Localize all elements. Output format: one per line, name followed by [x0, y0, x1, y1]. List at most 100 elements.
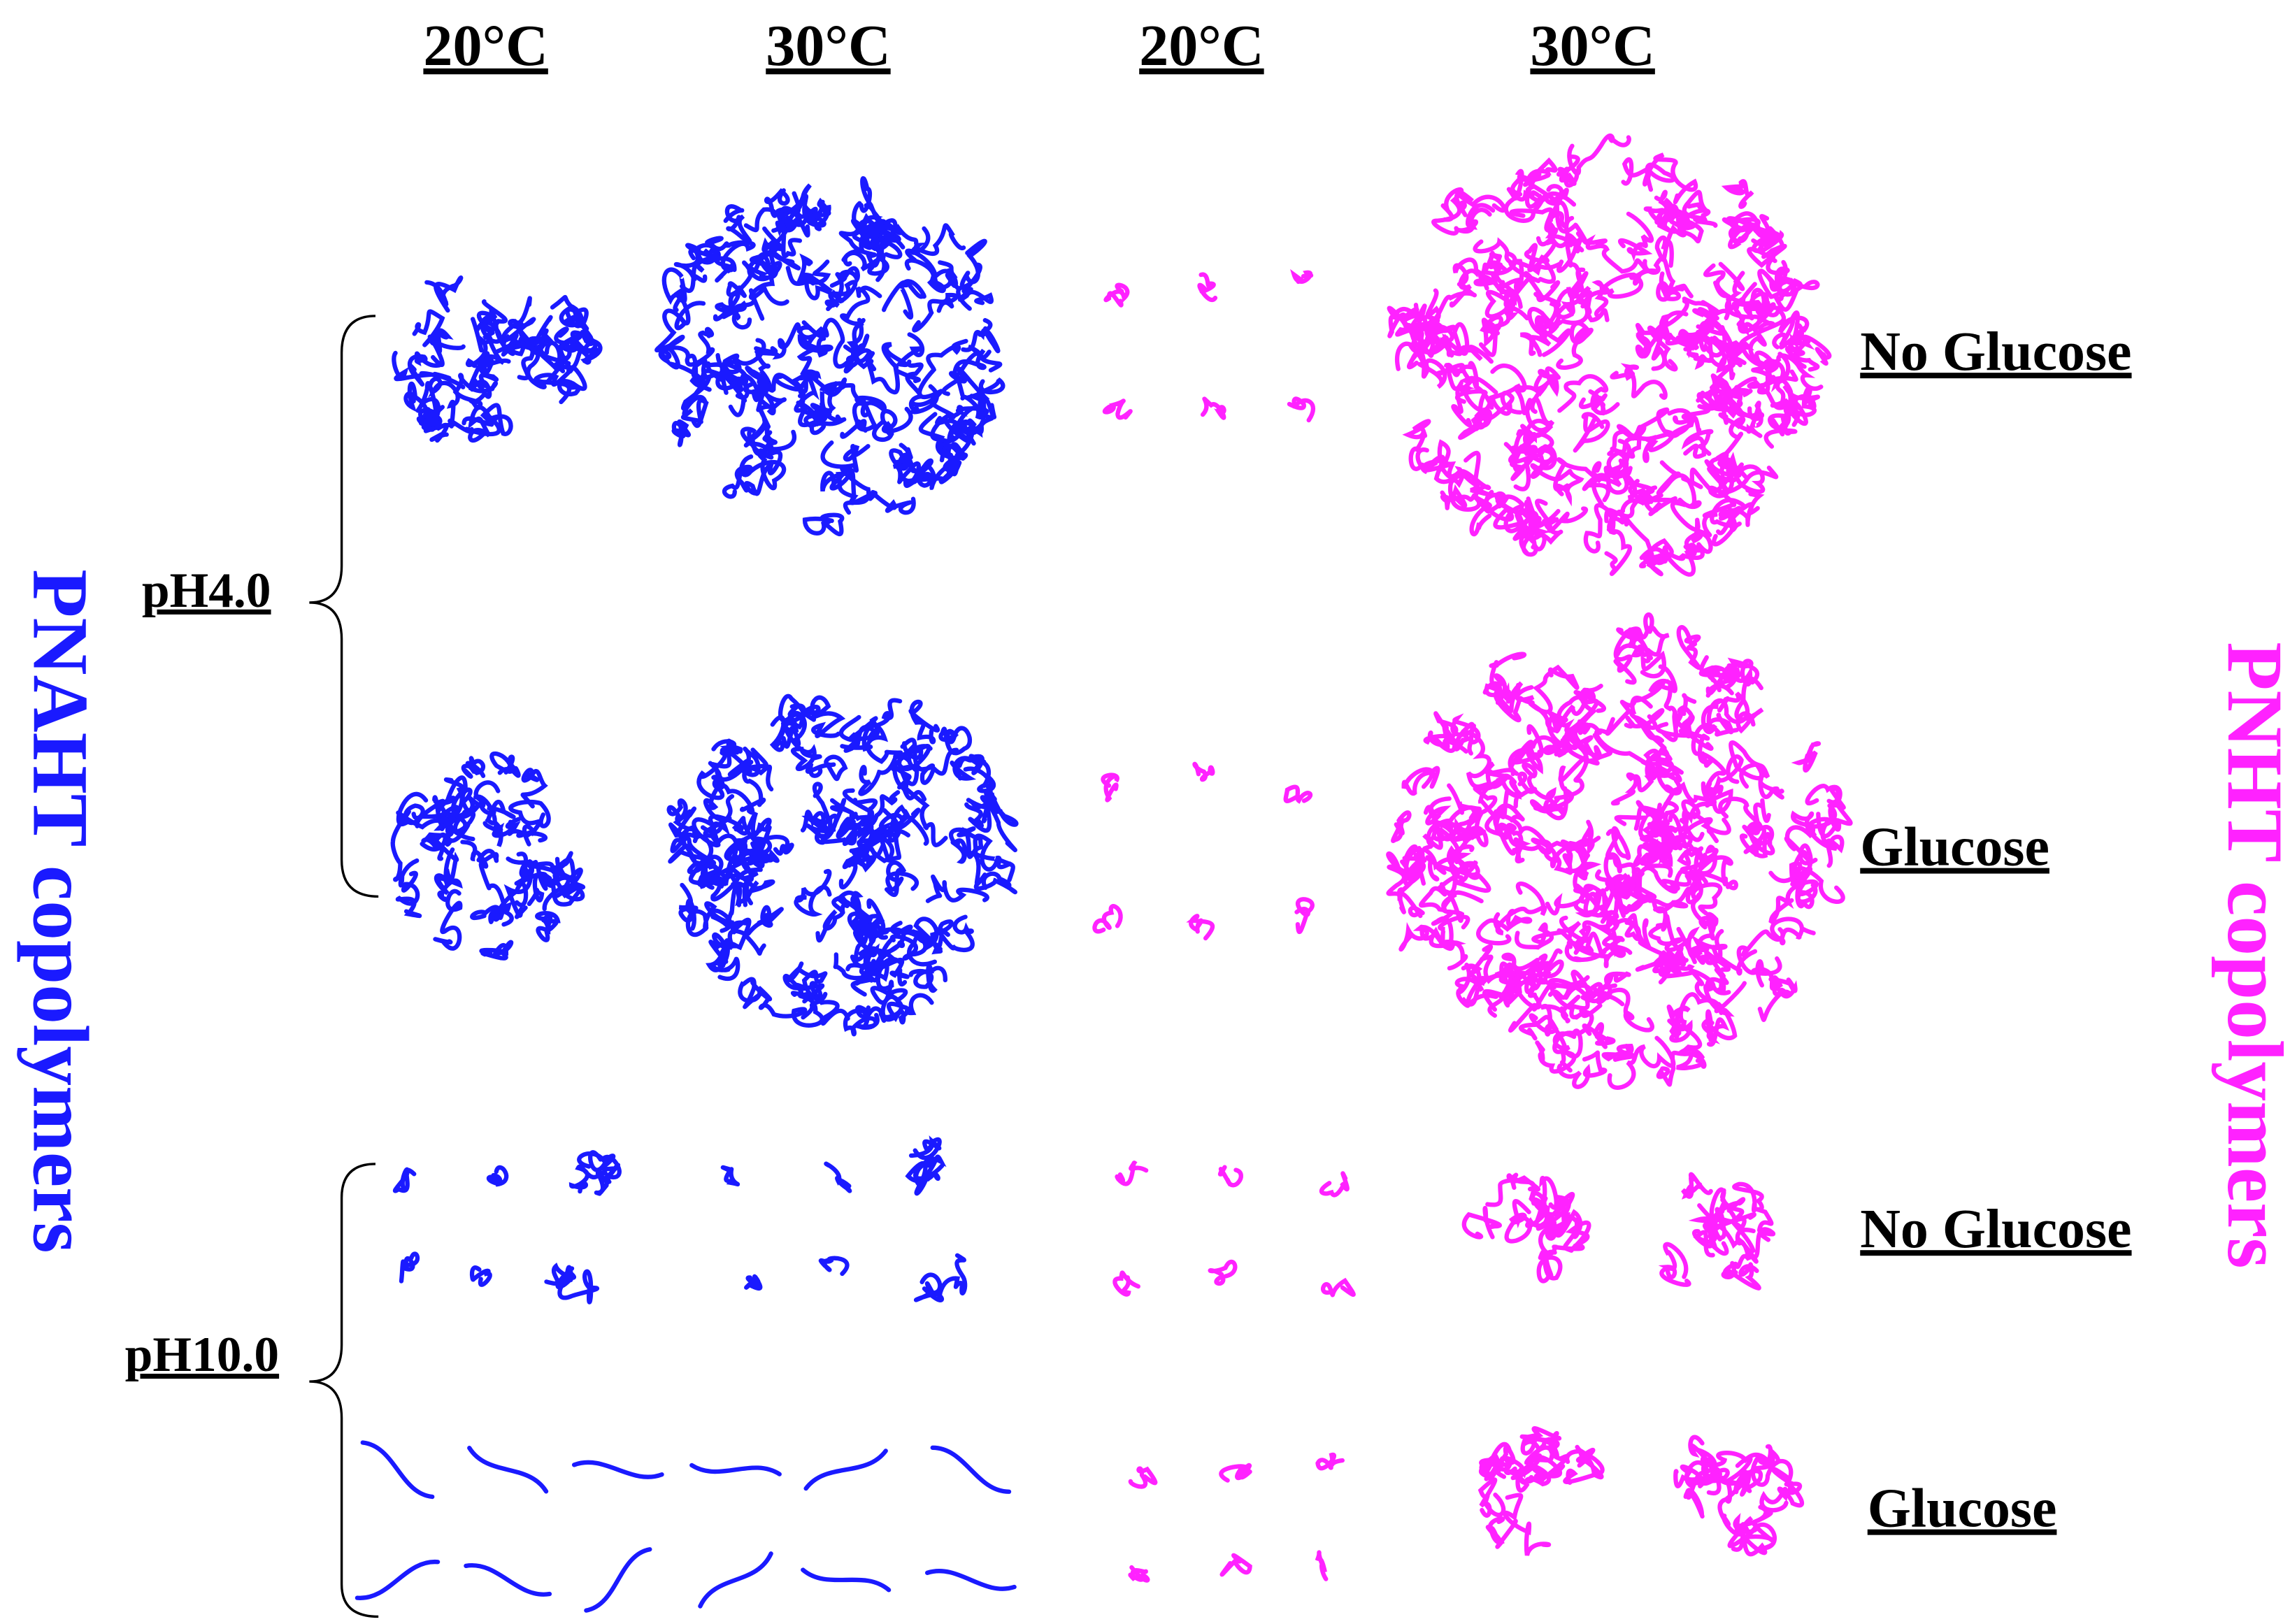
polymer-coil	[818, 1256, 850, 1277]
column-header: 20°C	[1139, 13, 1264, 78]
polymer-chain	[1544, 755, 1587, 821]
polymer-coil	[1115, 1160, 1149, 1186]
polymer-chain	[1454, 962, 1484, 1008]
polymer-chain	[850, 954, 889, 986]
polymer-chain	[506, 856, 538, 882]
polymer-chain	[1477, 1477, 1506, 1518]
polymer-chain	[1582, 1022, 1616, 1049]
polymer-chain	[1583, 503, 1617, 554]
polymer-chain	[1655, 721, 1715, 768]
polymer-chain	[781, 703, 821, 730]
polymer-chain	[1772, 315, 1810, 350]
polymer-coil	[1200, 396, 1226, 420]
polymer-chain	[785, 266, 845, 303]
polymer-chain	[501, 296, 536, 350]
polymer-chain	[1496, 259, 1563, 292]
polymer-chain	[1460, 450, 1491, 497]
polymer-chain	[937, 1253, 968, 1299]
polymer-chain	[1615, 625, 1670, 658]
polymer-chain	[843, 333, 873, 374]
polymer-chain	[1650, 493, 1712, 544]
polymer-chain	[949, 826, 976, 864]
polymer-chain	[802, 512, 845, 537]
polymer-chain	[534, 315, 573, 372]
polymer-chain	[913, 1154, 947, 1196]
polymer-chain	[1648, 923, 1701, 959]
polymer-chain	[1620, 480, 1655, 513]
polymer-chain	[929, 460, 962, 490]
polymer-chain	[482, 819, 515, 847]
polymer-chain	[1740, 1445, 1780, 1490]
polymer-chain	[1722, 385, 1744, 425]
polymer-chain	[810, 695, 846, 738]
polymer-chain	[1624, 707, 1667, 751]
polymer-chain	[715, 300, 752, 330]
polymer-chain	[939, 394, 985, 463]
polymer-chain	[1681, 1172, 1713, 1200]
polymer-chain	[1683, 1458, 1717, 1519]
polymer-chain	[392, 350, 466, 389]
polymer-chain	[452, 373, 492, 412]
polymer-chain	[1640, 818, 1673, 865]
polymer-rod	[464, 1563, 552, 1597]
polymer-chain	[1750, 287, 1776, 331]
column-header: 30°C	[1530, 13, 1654, 78]
polymer-coil	[1315, 1452, 1345, 1471]
polymer-coil	[1315, 1550, 1329, 1581]
polymer-chain	[1721, 179, 1754, 209]
polymer-chain	[754, 322, 801, 360]
polymer-chain	[842, 790, 901, 847]
polymer-chain	[1658, 1242, 1691, 1287]
polymer-chain	[1706, 691, 1749, 724]
polymer-chain	[395, 870, 422, 919]
polymer-chain	[794, 868, 832, 917]
polymer-chain	[1508, 724, 1544, 771]
polymer-chain	[820, 470, 878, 505]
polymer-coil	[1290, 268, 1314, 285]
polymer-coil	[1283, 784, 1313, 804]
polymer-chain	[884, 860, 919, 897]
polymer-chain	[520, 768, 548, 809]
polymer-chain	[478, 861, 514, 927]
polymer-chain	[930, 919, 954, 955]
polymer-chain	[787, 961, 828, 1002]
polymer-chain	[1603, 852, 1643, 900]
polymer-chain	[1716, 502, 1760, 536]
polymer-chain	[722, 464, 753, 499]
polymer-chain	[1721, 1260, 1761, 1291]
polymer-chain	[1534, 1430, 1570, 1483]
polymer-chain	[479, 940, 514, 961]
polymer-chain	[1536, 227, 1585, 254]
polymer-chain	[1676, 625, 1701, 670]
polymer-chain	[1763, 254, 1801, 312]
polymer-chain	[739, 451, 787, 491]
polymer-chain	[434, 873, 463, 902]
polymer-rod	[801, 1567, 892, 1593]
polymer-chain	[1733, 1510, 1775, 1544]
polymer-coil	[1319, 1171, 1350, 1198]
polymer-chain	[559, 306, 594, 340]
polymer-chain	[1533, 366, 1561, 397]
polymer-chain	[1635, 322, 1699, 359]
polymer-chain	[461, 756, 486, 779]
polymer-chain	[464, 405, 501, 443]
polymer-chain	[974, 871, 1017, 895]
polymer-chain	[1636, 800, 1689, 838]
polymer-chain	[1654, 189, 1686, 234]
polymer-coil	[1294, 897, 1315, 935]
polymer-coil	[1128, 1466, 1158, 1489]
polymer-chain	[514, 861, 561, 891]
polymer-chain	[470, 307, 498, 353]
condition-label: Glucose	[1860, 817, 2049, 878]
polymer-chain	[1785, 803, 1838, 851]
polymer-chain	[1501, 771, 1538, 800]
polymer-chain	[1461, 728, 1494, 789]
polymer-chain	[847, 911, 889, 944]
polymer-chain	[696, 858, 743, 890]
polymer-chain	[1455, 203, 1496, 234]
polymer-chain	[743, 366, 775, 394]
polymer-chain	[1719, 487, 1765, 527]
polymer-chain	[910, 223, 966, 256]
polymer-chain	[431, 328, 466, 367]
polymer-coil	[1103, 282, 1130, 308]
